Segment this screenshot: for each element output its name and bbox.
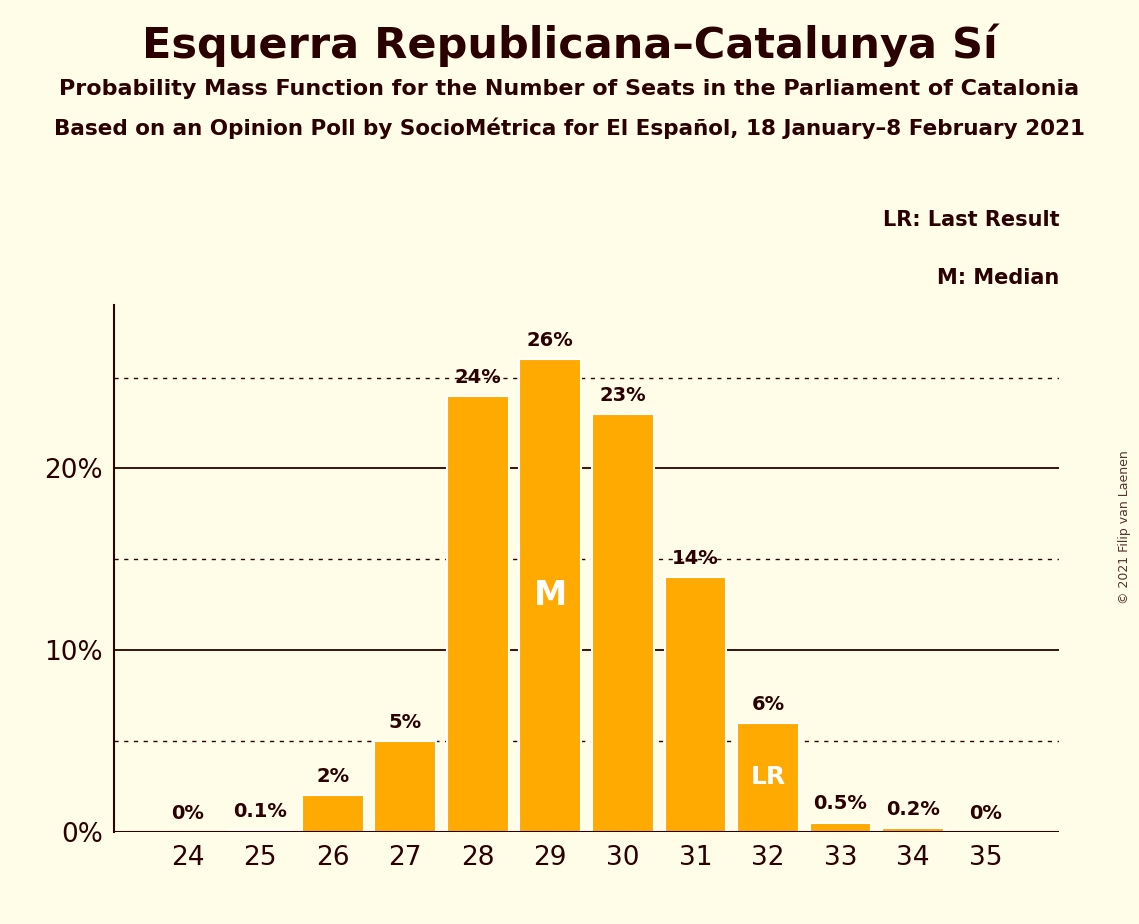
- Bar: [737, 723, 798, 832]
- Bar: [519, 359, 581, 832]
- Text: 0.5%: 0.5%: [813, 795, 868, 813]
- Text: M: M: [534, 579, 567, 612]
- Text: 0.1%: 0.1%: [233, 802, 287, 821]
- Bar: [882, 828, 944, 832]
- Bar: [592, 414, 654, 832]
- Bar: [375, 741, 436, 832]
- Text: 0%: 0%: [969, 804, 1002, 822]
- Text: Probability Mass Function for the Number of Seats in the Parliament of Catalonia: Probability Mass Function for the Number…: [59, 79, 1080, 99]
- Text: Based on an Opinion Poll by SocioMétrica for El Español, 18 January–8 February 2: Based on an Opinion Poll by SocioMétrica…: [54, 117, 1085, 139]
- Bar: [229, 830, 292, 832]
- Text: LR: LR: [751, 765, 786, 789]
- Bar: [302, 796, 363, 832]
- Text: 5%: 5%: [388, 712, 421, 732]
- Text: M: Median: M: Median: [937, 268, 1059, 288]
- Text: Esquerra Republicana–Catalunya Sí: Esquerra Republicana–Catalunya Sí: [141, 23, 998, 67]
- Text: 26%: 26%: [527, 332, 574, 350]
- Text: 0%: 0%: [171, 804, 204, 822]
- Text: 0.2%: 0.2%: [886, 800, 940, 819]
- Text: 6%: 6%: [752, 695, 785, 713]
- Text: © 2021 Filip van Laenen: © 2021 Filip van Laenen: [1118, 450, 1131, 603]
- Text: 2%: 2%: [317, 767, 350, 786]
- Bar: [664, 578, 727, 832]
- Bar: [446, 395, 509, 832]
- Text: 23%: 23%: [599, 386, 646, 405]
- Bar: [810, 822, 871, 832]
- Text: 14%: 14%: [672, 549, 719, 568]
- Text: LR: Last Result: LR: Last Result: [883, 210, 1059, 230]
- Text: 24%: 24%: [454, 368, 501, 386]
